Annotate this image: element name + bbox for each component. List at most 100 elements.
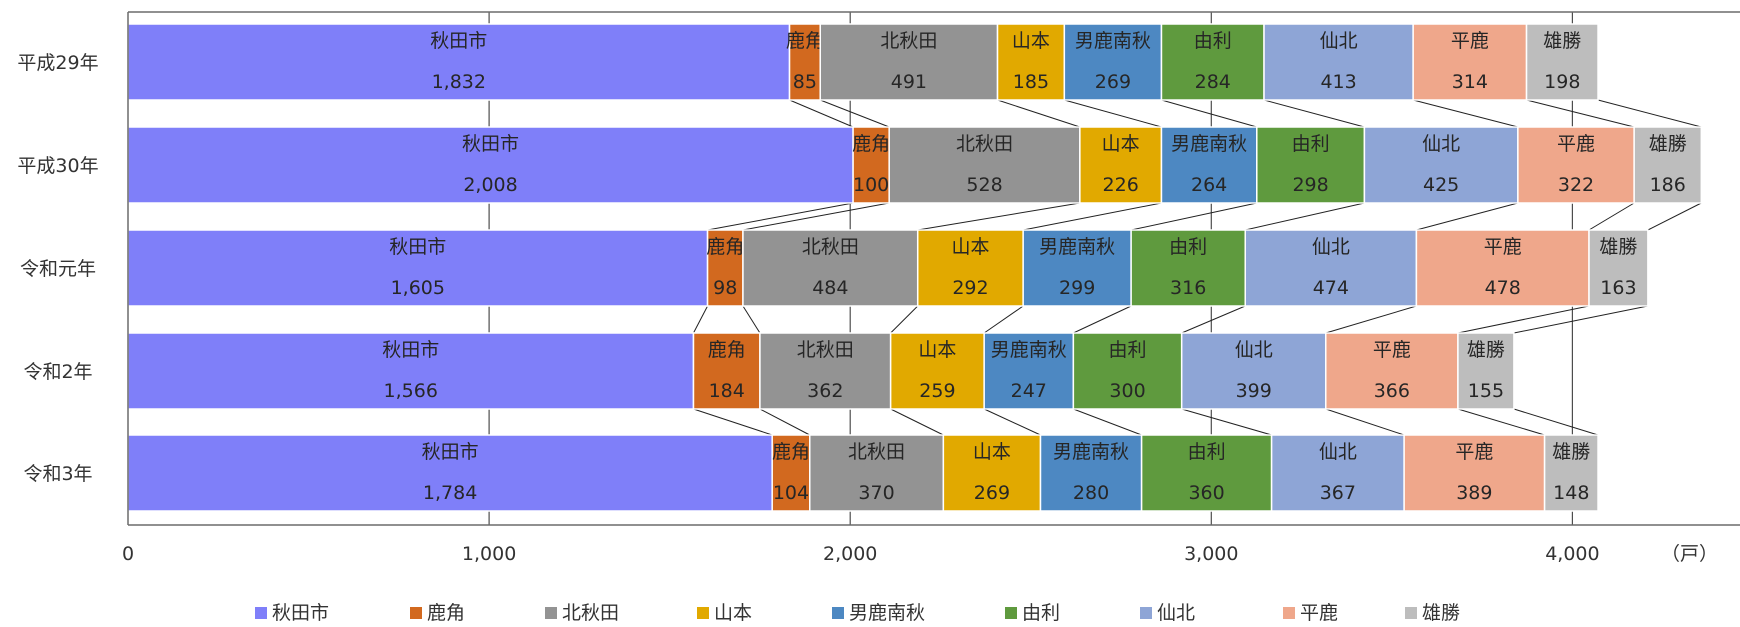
bar-segment: [692, 332, 761, 410]
legend-swatch: [545, 607, 557, 619]
series-line: [1513, 305, 1648, 334]
series-line: [693, 408, 773, 436]
bar-segment: [706, 229, 744, 307]
bar-segment: [1072, 332, 1183, 410]
y-category-label: 平成29年: [17, 52, 98, 74]
segment-name-label: 北秋田: [797, 339, 854, 361]
segment-name-label: 仙北: [1235, 339, 1273, 361]
series-line: [1325, 305, 1417, 334]
data-label: 399: [1236, 380, 1272, 402]
series-line: [917, 202, 1080, 231]
legend-label: 男鹿南秋: [849, 602, 925, 624]
data-label: 370: [858, 482, 894, 504]
series-line: [742, 305, 761, 334]
data-label: 259: [919, 380, 955, 402]
segment-name-label: 男鹿南秋: [1039, 236, 1115, 258]
bar-segment: [819, 23, 999, 101]
segment-name-label: 由利: [1194, 30, 1232, 52]
data-label: 389: [1456, 482, 1492, 504]
data-label: 1,784: [423, 482, 477, 504]
bar-segment: [759, 332, 892, 410]
legend-swatch: [1405, 607, 1417, 619]
segment-name-label: 平鹿: [1451, 30, 1489, 52]
bar-segment: [888, 126, 1081, 204]
segment-name-label: 男鹿南秋: [991, 339, 1067, 361]
series-line: [1161, 99, 1257, 128]
data-label: 100: [853, 174, 889, 196]
unit-label: （戸）: [1661, 543, 1718, 565]
bar-segment: [1039, 434, 1143, 512]
data-label: 367: [1320, 482, 1356, 504]
bar-segment: [127, 23, 791, 101]
series-line: [1647, 202, 1702, 231]
bar-segment: [1063, 23, 1163, 101]
data-label: 264: [1191, 174, 1227, 196]
segment-name-label: 男鹿南秋: [1075, 30, 1151, 52]
data-label: 299: [1059, 277, 1095, 299]
x-tick-label: 3,000: [1184, 543, 1238, 565]
series-line: [1181, 305, 1246, 334]
data-label: 198: [1544, 71, 1580, 93]
series-line: [1023, 202, 1162, 231]
series-line: [890, 305, 919, 334]
data-label: 300: [1109, 380, 1145, 402]
data-label: 474: [1313, 277, 1349, 299]
x-tick-label: 2,000: [823, 543, 877, 565]
bar-segment: [809, 434, 945, 512]
segment-name-label: 雄勝: [1599, 236, 1637, 258]
legend-swatch: [697, 607, 709, 619]
segment-name-label: 仙北: [1319, 441, 1357, 463]
data-label: 1,832: [432, 71, 486, 93]
series-line: [1457, 305, 1590, 334]
segment-name-label: 秋田市: [389, 236, 446, 258]
bar-segment: [788, 23, 821, 101]
legend-label: 北秋田: [562, 602, 619, 624]
segment-name-label: 北秋田: [880, 30, 937, 52]
series-line: [983, 305, 1024, 334]
series-line: [1181, 408, 1272, 436]
data-label: 1,566: [384, 380, 438, 402]
bar-segment: [1457, 332, 1515, 410]
data-label: 284: [1195, 71, 1231, 93]
segment-name-label: 山本: [1102, 133, 1140, 155]
legend-label: 秋田市: [272, 602, 329, 624]
series-line: [1526, 99, 1635, 128]
bar-segment: [1415, 229, 1590, 307]
data-label: 362: [807, 380, 843, 402]
data-label: 269: [974, 482, 1010, 504]
bars: 秋田市 1,832 秋田市 2,008 秋田市 1,605 秋田市 1,566 秋田市 1,784…: [127, 23, 1703, 512]
legend-swatch: [1283, 607, 1295, 619]
bar-segment: [1588, 229, 1649, 307]
data-label: 360: [1188, 482, 1224, 504]
series-line: [1325, 408, 1405, 436]
data-label: 413: [1320, 71, 1356, 93]
data-label: 366: [1374, 380, 1410, 402]
segment-name-label: 秋田市: [462, 133, 519, 155]
segment-name-label: 北秋田: [848, 441, 905, 463]
legend-label: 由利: [1022, 602, 1060, 624]
data-label: 104: [773, 482, 809, 504]
segment-name-label: 雄勝: [1552, 441, 1590, 463]
segment-name-label: 鹿角: [852, 133, 890, 155]
legend-label: 山本: [714, 602, 752, 624]
legend-label: 鹿角: [427, 602, 465, 624]
series-line: [820, 99, 890, 128]
bar-segment: [1079, 126, 1163, 204]
series-line: [997, 99, 1081, 128]
segment-name-label: 平鹿: [1373, 339, 1411, 361]
segment-name-label: 山本: [918, 339, 956, 361]
x-tick-label: 4,000: [1545, 543, 1599, 565]
data-label: 322: [1558, 174, 1594, 196]
series-line: [1416, 202, 1519, 231]
segment-name-label: 鹿角: [786, 30, 824, 52]
series-line: [759, 408, 810, 436]
x-tick-label: 1,000: [462, 543, 516, 565]
data-label: 484: [812, 277, 848, 299]
data-label: 184: [709, 380, 745, 402]
bar-segment: [1022, 229, 1132, 307]
series-line: [789, 99, 854, 128]
bar-segment: [983, 332, 1075, 410]
data-label: 491: [891, 71, 927, 93]
series-line: [1073, 408, 1142, 436]
